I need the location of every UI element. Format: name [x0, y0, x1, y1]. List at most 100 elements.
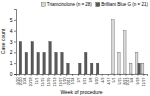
tick-label: 11/1 — [35, 78, 39, 85]
tick-label: 2 — [10, 49, 13, 55]
y-axis-title: Case count — [0, 28, 6, 54]
tick: 4/17 — [106, 74, 110, 85]
tick: 11/29 — [47, 74, 51, 86]
bar — [70, 74, 73, 75]
tick-label: 10/18 — [29, 78, 33, 87]
bar — [58, 74, 61, 75]
tick-label: 9/18 — [136, 78, 140, 85]
tick-mark — [131, 74, 132, 76]
tick-label: 2/7 — [77, 78, 81, 83]
tick-label: 9/202010 — [16, 78, 24, 86]
tick-mark — [14, 20, 16, 21]
bar — [100, 74, 103, 75]
tick-mark — [120, 74, 121, 76]
bar — [102, 74, 105, 75]
bar — [28, 74, 31, 75]
bar — [90, 63, 93, 74]
bar — [114, 74, 117, 75]
tick-mark — [14, 31, 16, 32]
tick: 8/212012 — [123, 74, 131, 86]
bar — [31, 42, 34, 75]
bar-series — [112, 20, 144, 74]
bar — [17, 74, 20, 75]
tick-mark — [114, 74, 115, 76]
legend-item: Brilliant Blue G (n = 21) — [96, 2, 149, 7]
bar — [141, 63, 144, 74]
tick-mark — [66, 74, 67, 76]
bar — [46, 74, 49, 75]
bar — [76, 74, 79, 75]
tick-mark — [31, 74, 32, 76]
tick-mark — [36, 74, 37, 76]
bar — [82, 74, 85, 75]
tick-label: 4 — [10, 28, 13, 34]
tick-mark — [48, 74, 49, 76]
tick-label: 11/29 — [47, 78, 51, 87]
bar — [37, 52, 40, 74]
tick-mark — [25, 74, 26, 76]
tick-mark — [108, 74, 109, 76]
tick-mark — [54, 74, 55, 76]
legend-swatch — [96, 3, 100, 7]
bar — [118, 52, 121, 74]
bar — [120, 74, 123, 75]
tick-label: 10/4 — [23, 78, 27, 85]
bar — [25, 52, 28, 74]
bar — [84, 52, 87, 74]
bars — [19, 20, 144, 74]
tick-mark — [78, 74, 79, 76]
tick-mark — [96, 74, 97, 76]
tick-mark — [90, 74, 91, 76]
bar — [64, 74, 67, 75]
bar — [112, 20, 115, 74]
tick: 3/6 — [89, 74, 93, 83]
bar — [106, 74, 109, 75]
tick-mark — [137, 74, 138, 76]
tick-label: 8/212012 — [123, 78, 131, 86]
bar — [94, 74, 97, 75]
bar — [108, 74, 111, 75]
tick: 4 — [10, 28, 16, 34]
tick-label: 11/27 — [142, 78, 146, 87]
bar — [55, 52, 58, 74]
tick: 10/4 — [23, 74, 27, 85]
tick-label: 1 — [10, 60, 13, 66]
bar — [73, 74, 76, 75]
bar — [132, 74, 135, 75]
bar — [34, 74, 37, 75]
tick: 9/202010 — [16, 74, 24, 86]
bar — [129, 63, 132, 74]
tick: 2/7 — [77, 74, 81, 83]
tick: 1/102011 — [63, 74, 71, 85]
legend-swatch — [41, 3, 45, 7]
tick: 12/13 — [53, 74, 57, 87]
bar — [67, 63, 70, 74]
chart: 0123459/20201010/410/1811/111/1511/2912/… — [0, 0, 150, 96]
bar — [96, 63, 99, 74]
bar — [19, 42, 22, 75]
tick-label: 1/24 — [71, 78, 75, 85]
tick-label: 3/20 — [95, 78, 99, 85]
tick: 2/21 — [83, 74, 87, 85]
y-axis: 012345 — [10, 10, 17, 78]
tick-label: 11/15 — [41, 78, 45, 87]
tick: 9/4 — [130, 74, 134, 83]
tick-label: 4/17 — [106, 78, 110, 85]
tick-mark — [84, 74, 85, 76]
legend-label: Triamcinolone (n = 28) — [47, 2, 92, 7]
bar — [40, 74, 43, 75]
tick: 4/3 — [101, 74, 105, 83]
tick: 2 — [10, 49, 16, 55]
tick-mark — [102, 74, 103, 76]
tick: 1/24 — [71, 74, 75, 85]
tick: 3/20 — [95, 74, 99, 85]
tick-label: 4/3 — [101, 78, 105, 83]
tick-mark — [42, 74, 43, 76]
bar — [52, 74, 55, 75]
tick: 5/1 — [112, 74, 116, 83]
tick-mark — [143, 74, 144, 76]
bar — [88, 74, 91, 75]
tick-mark — [60, 74, 61, 76]
tick: 10/18 — [29, 74, 33, 87]
tick: 11/15 — [41, 74, 45, 86]
